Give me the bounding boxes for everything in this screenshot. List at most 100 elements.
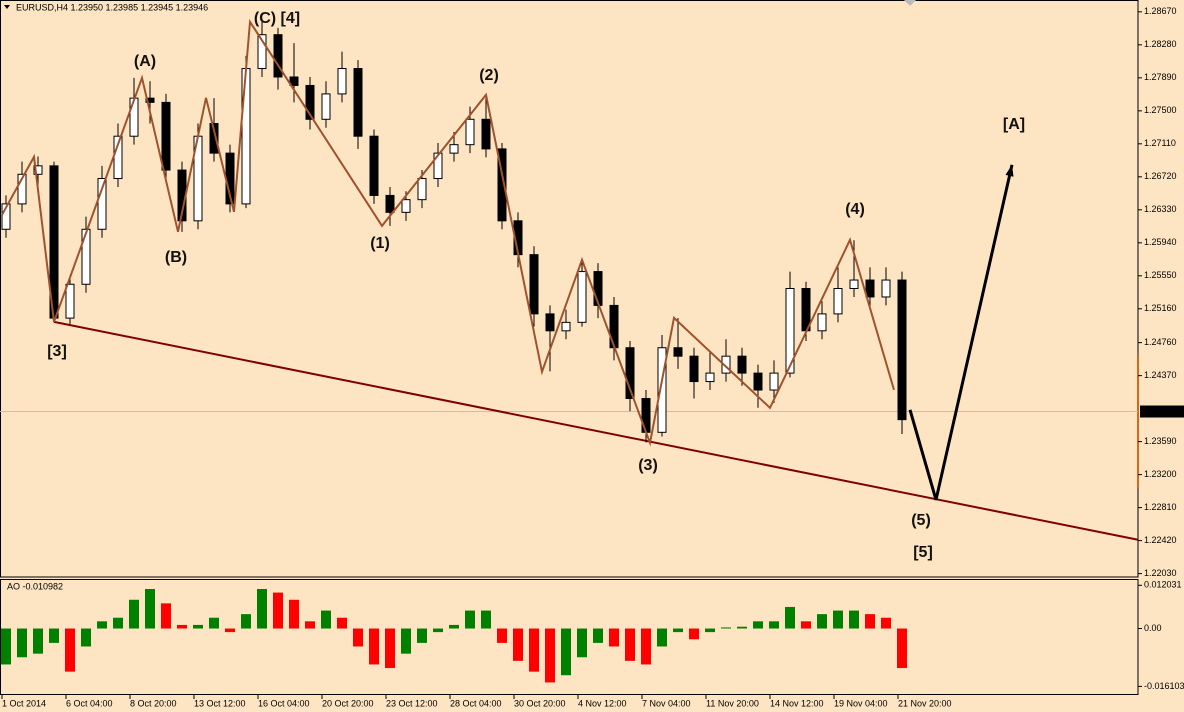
y-tick-label: 1.24370 bbox=[1144, 370, 1177, 380]
candle-body bbox=[769, 372, 779, 391]
candle-body bbox=[737, 355, 747, 374]
x-tick-label: 16 Oct 04:00 bbox=[258, 698, 310, 708]
annotation: (3) bbox=[638, 457, 658, 474]
ao-bar bbox=[849, 610, 859, 629]
x-tick-label: 14 Nov 12:00 bbox=[770, 698, 824, 708]
candle-body bbox=[753, 372, 763, 391]
ao-bar bbox=[801, 621, 811, 629]
axis-marker bbox=[1137, 355, 1139, 488]
shift-marker bbox=[904, 0, 916, 6]
y-tick-label: 1.24760 bbox=[1144, 337, 1177, 347]
candle-body bbox=[625, 347, 635, 399]
x-tick-label: 21 Nov 20:00 bbox=[898, 698, 952, 708]
ao-bar bbox=[97, 621, 107, 629]
projection-line bbox=[908, 164, 1014, 501]
ao-bar bbox=[449, 624, 459, 629]
x-tick-label: 4 Nov 12:00 bbox=[578, 698, 627, 708]
candle-body bbox=[1, 203, 11, 230]
candle-body bbox=[689, 355, 699, 383]
x-tick-label: 8 Oct 20:00 bbox=[130, 698, 177, 708]
wave-line bbox=[1, 18, 895, 447]
ao-bar bbox=[769, 621, 779, 629]
annotation: (B) bbox=[165, 249, 187, 266]
candle-body bbox=[433, 152, 443, 180]
ao-bar bbox=[49, 628, 59, 643]
candle-body bbox=[321, 93, 331, 120]
candle-body bbox=[817, 313, 827, 332]
ao-bar bbox=[369, 628, 379, 665]
x-tick-label: 30 Oct 20:00 bbox=[514, 698, 566, 708]
ao-bar bbox=[321, 610, 331, 629]
annotation: [A] bbox=[1003, 116, 1025, 133]
y-tick-label: 1.26720 bbox=[1144, 171, 1177, 181]
ao-bar bbox=[113, 617, 123, 629]
ao-bar bbox=[465, 610, 475, 629]
candle-body bbox=[337, 68, 347, 95]
y-tick-label: 1.26330 bbox=[1144, 204, 1177, 214]
candle-body bbox=[241, 68, 251, 205]
ao-bar bbox=[17, 628, 27, 658]
plot: 1.28670 1.28280 1.27890 1.27500 1.27110 1.267… bbox=[0, 6, 1184, 708]
y-tick-label: 1.23200 bbox=[1144, 469, 1177, 479]
ao-bar bbox=[353, 628, 363, 647]
chart-title: EURUSD,H4 1.23950 1.23985 1.23945 1.2394… bbox=[16, 2, 208, 12]
candle-body bbox=[65, 283, 75, 319]
candle-body bbox=[257, 34, 267, 70]
candle-body bbox=[609, 304, 619, 349]
x-tick-label: 1 Oct 2014 bbox=[2, 698, 46, 708]
ao-bar bbox=[881, 617, 891, 629]
candle-body bbox=[129, 97, 139, 137]
ao-bar bbox=[65, 628, 75, 672]
ao-bar bbox=[305, 621, 315, 629]
ao-bar bbox=[1, 628, 11, 665]
ao-bar bbox=[705, 628, 715, 633]
ao-bar bbox=[481, 610, 491, 629]
annotation: (A) bbox=[134, 53, 156, 70]
y-tick-label: 1.27500 bbox=[1144, 105, 1177, 115]
candle-body bbox=[289, 76, 299, 86]
y-tick-label: 1.25940 bbox=[1144, 237, 1177, 247]
ao-bar bbox=[401, 628, 411, 654]
candle-body bbox=[673, 347, 683, 357]
candle-body bbox=[865, 279, 875, 298]
y-tick-label: 1.25550 bbox=[1144, 270, 1177, 280]
y-tick-label: 0.012031 bbox=[1144, 580, 1182, 590]
candle-body bbox=[849, 279, 859, 289]
candle-body bbox=[401, 199, 411, 213]
y-tick-label: 1.22030 bbox=[1144, 568, 1177, 578]
y-tick-label: 0.00 bbox=[1144, 623, 1162, 633]
annotation: [3] bbox=[47, 343, 67, 360]
ao-bar bbox=[753, 621, 763, 629]
ao-frame bbox=[0, 579, 1139, 695]
candle-body bbox=[385, 194, 395, 213]
y-tick-label: 1.27110 bbox=[1144, 138, 1176, 148]
ao-bar bbox=[145, 588, 155, 629]
ao-bar bbox=[689, 628, 699, 640]
candle-body bbox=[657, 347, 667, 433]
candle-body bbox=[449, 144, 459, 154]
ao-bar bbox=[673, 628, 683, 633]
candle-body bbox=[721, 355, 731, 374]
ao-bar bbox=[241, 614, 251, 629]
candle-body bbox=[545, 313, 555, 332]
ao-bar bbox=[81, 628, 91, 647]
ao-bar bbox=[577, 628, 587, 658]
ao-bar bbox=[161, 603, 171, 629]
y-tick-label: -0.016103 bbox=[1144, 681, 1184, 691]
candle-body bbox=[145, 97, 155, 103]
candle-body bbox=[529, 254, 539, 315]
y-tick-label: 1.23590 bbox=[1144, 436, 1177, 446]
ao-bar bbox=[33, 628, 43, 654]
candle-body bbox=[897, 279, 907, 421]
candle-body bbox=[785, 288, 795, 374]
ao-bar bbox=[129, 599, 139, 629]
candle-body bbox=[353, 68, 363, 137]
ao-bar bbox=[593, 628, 603, 643]
ao-bar bbox=[721, 627, 731, 629]
candle-body bbox=[465, 118, 475, 146]
ao-bar bbox=[177, 624, 187, 629]
ao-bar bbox=[193, 624, 203, 629]
candle-body bbox=[97, 178, 107, 230]
ao-bar bbox=[737, 626, 747, 629]
